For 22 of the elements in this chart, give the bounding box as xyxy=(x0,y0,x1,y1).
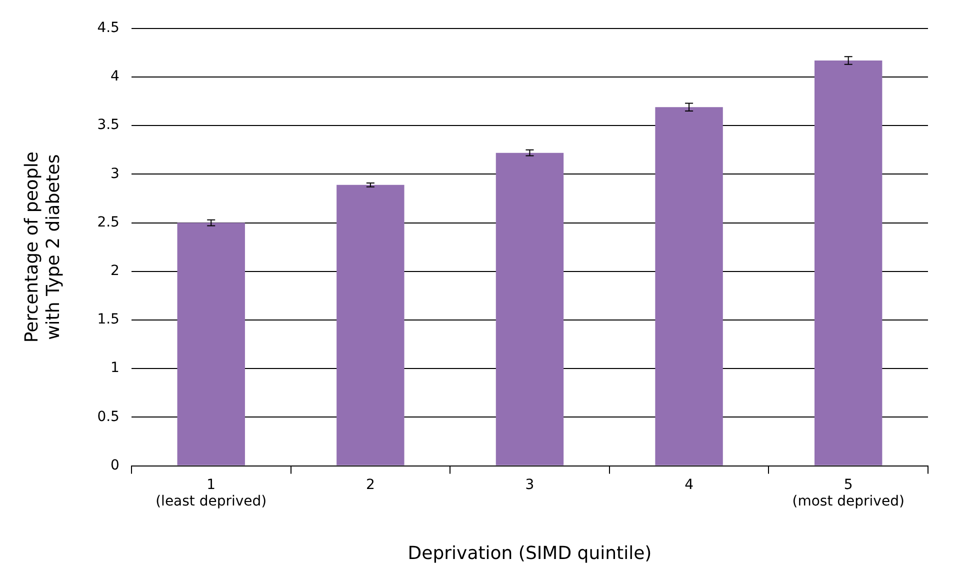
y-tick-label: 1.5 xyxy=(97,312,120,328)
y-tick-label: 2.5 xyxy=(97,214,120,230)
y-tick-label: 2 xyxy=(110,263,120,280)
y-tick-label: 0 xyxy=(110,457,120,474)
x-tick-label: 5 (most deprived) xyxy=(792,476,904,510)
x-axis-title: Deprivation (SIMD quintile) xyxy=(408,542,652,564)
y-tick-label: 3.5 xyxy=(97,117,120,134)
y-tick-label: 4 xyxy=(110,68,120,85)
y-tick-label: 0.5 xyxy=(97,408,120,425)
bar xyxy=(177,222,245,466)
y-tick-label: 1 xyxy=(110,360,120,376)
bar xyxy=(814,60,882,466)
bar xyxy=(655,107,723,466)
y-axis-title: Percentage of people with Type 2 diabetes xyxy=(21,152,64,343)
x-tick-label: 1 (least deprived) xyxy=(156,476,267,510)
x-tick-label: 4 xyxy=(684,476,694,493)
bar xyxy=(496,152,564,466)
y-tick-label: 4.5 xyxy=(97,20,120,36)
y-tick-label: 3 xyxy=(110,166,120,182)
x-tick-label: 2 xyxy=(366,476,375,493)
x-tick-label: 3 xyxy=(525,476,534,493)
bar xyxy=(336,184,404,466)
